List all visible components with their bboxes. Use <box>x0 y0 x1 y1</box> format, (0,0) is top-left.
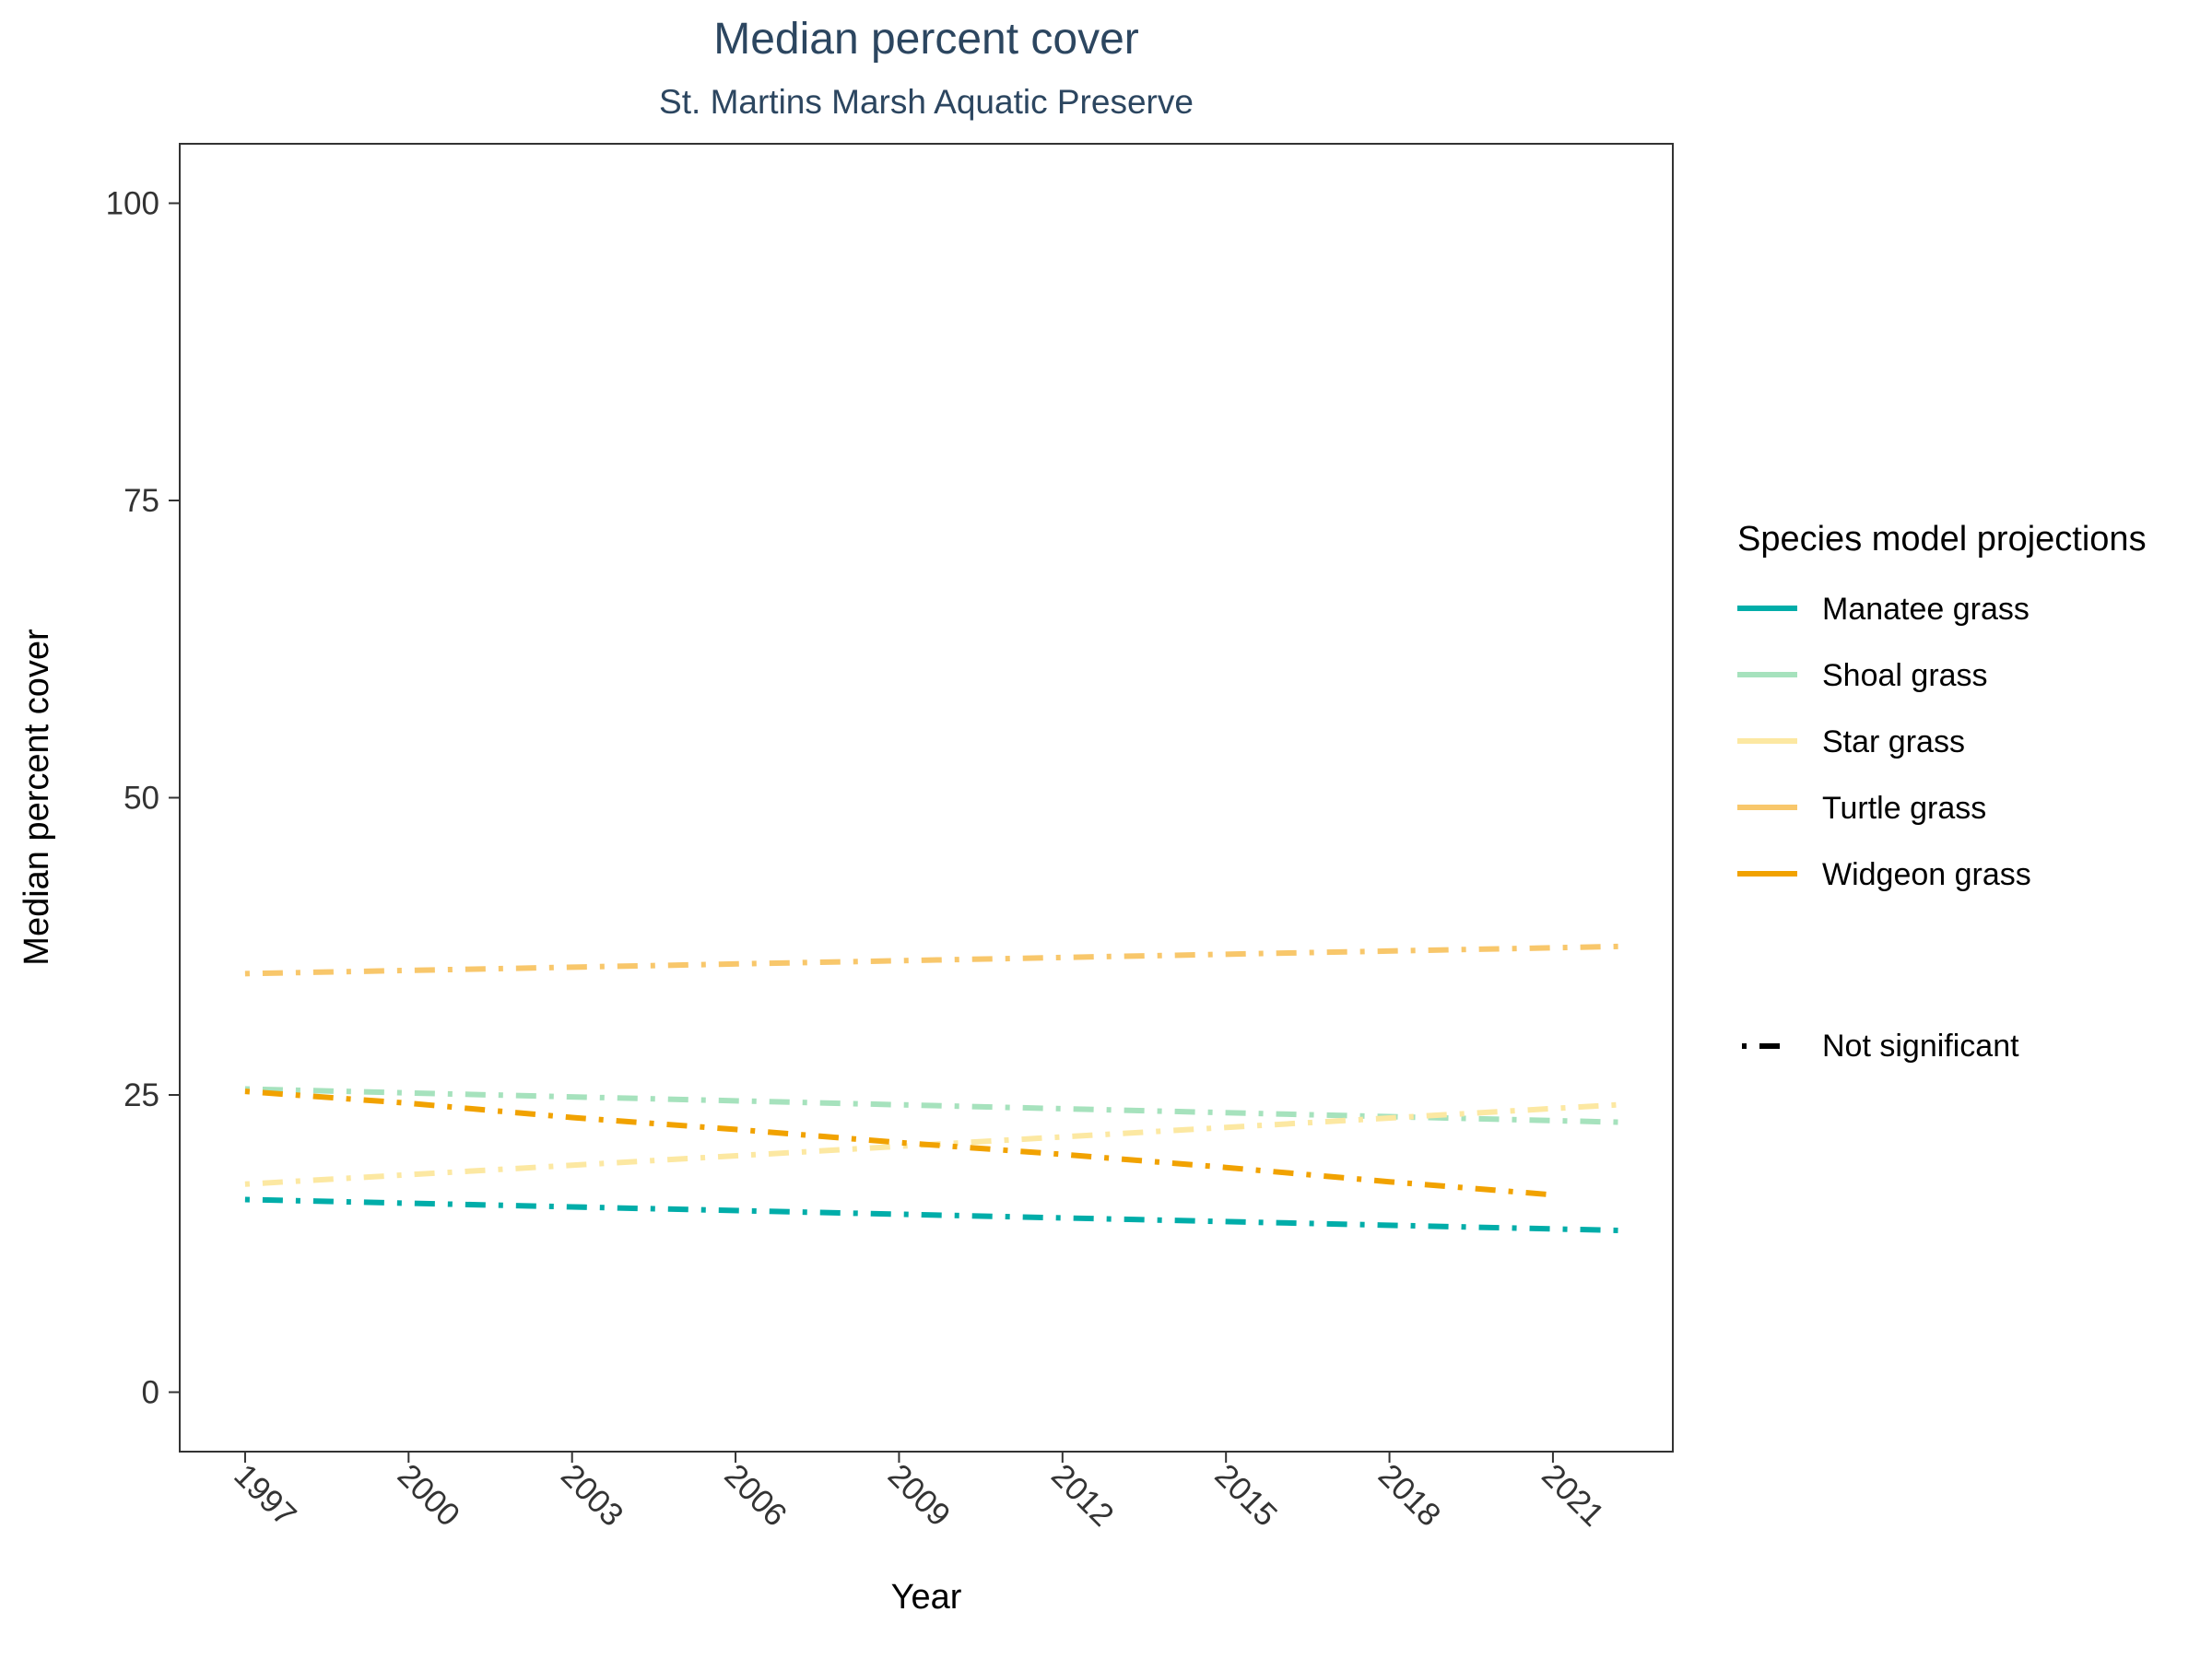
legend-item-widgeon-grass: Widgeon grass <box>1737 857 2031 892</box>
x-tick-label: 2006 <box>717 1457 794 1534</box>
x-tick-label: 2000 <box>391 1457 467 1534</box>
legend-item-shoal-grass: Shoal grass <box>1737 658 1988 693</box>
series-line-turtle-grass <box>244 943 1624 977</box>
x-axis-title: Year <box>891 1578 962 1617</box>
legend-title: Species model projections <box>1737 520 2147 559</box>
y-axis-title: Median percent cover <box>18 629 56 966</box>
x-tick-label: 2021 <box>1535 1457 1611 1534</box>
x-tick-label: 2003 <box>554 1457 630 1534</box>
y-tick-label: 75 <box>124 483 159 519</box>
legend-label-manatee-grass: Manatee grass <box>1822 592 2030 627</box>
legend-item-star-grass: Star grass <box>1737 724 1965 759</box>
x-tick-label: 2012 <box>1044 1457 1121 1534</box>
series-line-widgeon-grass <box>244 1088 1554 1198</box>
x-axis: 1997 2000 2003 2006 2009 2012 2015 2018 2021 <box>227 1452 1611 1534</box>
legend-items: Manatee grass Shoal grass Star grass Turtle… <box>1737 592 2031 892</box>
y-tick-label: 50 <box>124 781 159 817</box>
x-tick-label: 1997 <box>227 1457 303 1534</box>
x-tick-label: 2009 <box>881 1457 958 1534</box>
legend-label-turtle-grass: Turtle grass <box>1822 791 1986 826</box>
legend-label-widgeon-grass: Widgeon grass <box>1822 857 2031 892</box>
x-tick-label: 2015 <box>1208 1457 1285 1534</box>
legend-linetype-not-significant: Not significant <box>1742 1029 2019 1064</box>
legend: Species model projections Manatee grass S… <box>1737 520 2147 1064</box>
y-tick-label: 25 <box>124 1077 159 1113</box>
legend-label-star-grass: Star grass <box>1822 724 1965 759</box>
plot-frame <box>179 143 1674 1453</box>
chart-subtitle: St. Martins Marsh Aquatic Preserve <box>659 83 1194 121</box>
y-tick-label: 100 <box>106 186 159 222</box>
legend-item-turtle-grass: Turtle grass <box>1737 791 1986 826</box>
legend-linetype-label: Not significant <box>1822 1029 2019 1064</box>
y-axis: 0 25 50 75 100 <box>106 186 180 1411</box>
legend-label-shoal-grass: Shoal grass <box>1822 658 1988 693</box>
chart-title: Median percent cover <box>713 15 1139 64</box>
legend-item-manatee-grass: Manatee grass <box>1737 592 2030 627</box>
series-line-manatee-grass <box>244 1196 1624 1234</box>
x-tick-label: 2018 <box>1371 1457 1448 1534</box>
y-tick-label: 0 <box>142 1375 159 1411</box>
series-layer <box>244 943 1624 1234</box>
